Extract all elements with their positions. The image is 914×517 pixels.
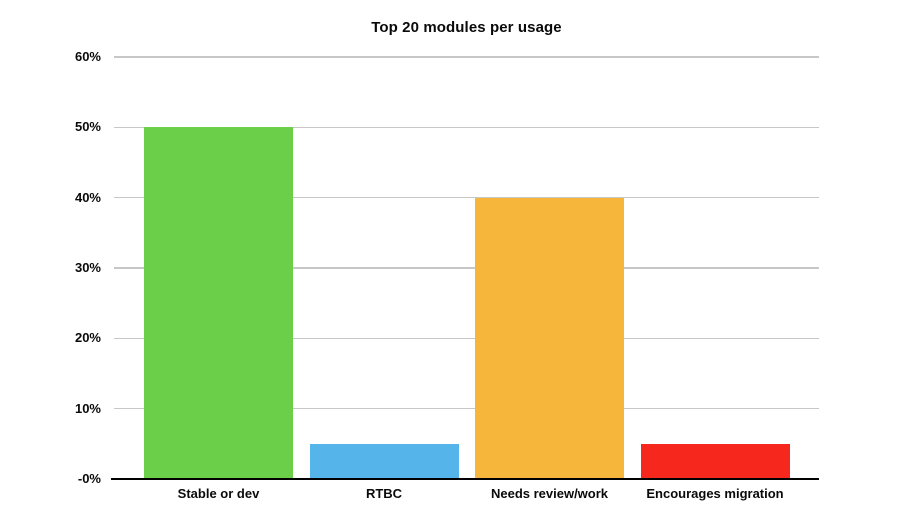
bar-encourages-migration [640,443,790,479]
y-tick-label: 10% [74,400,101,416]
y-tick-label: 60% [74,49,101,64]
y-tick-label: 20% [74,330,101,346]
y-tick-label: 40% [74,189,101,205]
gridline [114,196,819,199]
x-axis-line [111,478,819,480]
plot-area [114,56,819,479]
x-category-label: Needs review/work [490,486,609,501]
x-category-label: Stable or dev [177,486,260,501]
bar-rtbc [309,443,459,479]
y-tick-label: -0% [77,471,101,486]
x-category-label: Encourages migration [646,486,784,501]
gridline [114,337,819,340]
x-category-label: RTBC [365,486,403,501]
gridline [114,56,819,58]
y-tick-label: 30% [74,260,101,275]
gridline [114,267,819,269]
bar-stable-or-dev [144,127,293,479]
gridline [114,126,819,129]
chart-title: Top 20 modules per usage [371,19,562,36]
gridline [114,407,819,410]
bar-needs-review-work [475,197,624,479]
y-tick-label: 50% [74,119,101,135]
